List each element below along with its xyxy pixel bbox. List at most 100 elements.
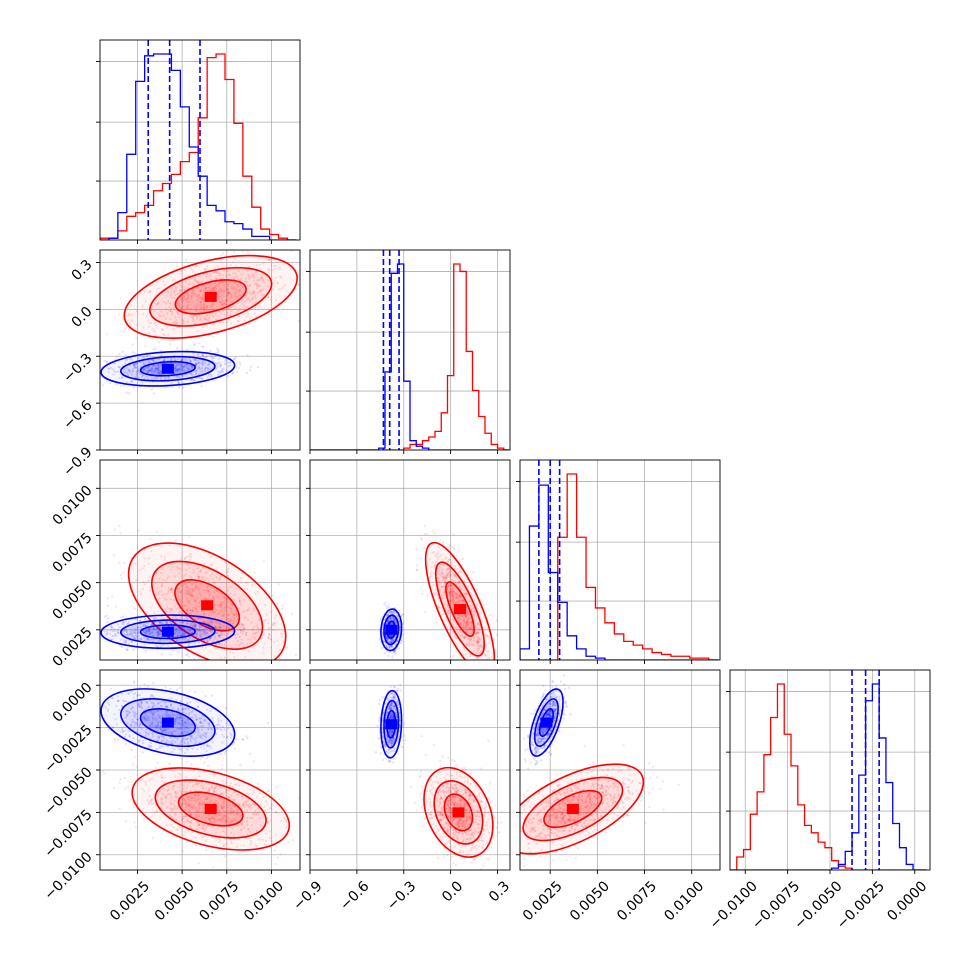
sample-point: [118, 376, 121, 380]
sample-point: [199, 582, 202, 585]
sample-point: [242, 598, 245, 601]
sample-point: [472, 606, 475, 610]
sample-point: [226, 288, 229, 291]
sample-point: [279, 648, 282, 652]
sample-point: [134, 634, 137, 637]
sample-point: [203, 302, 206, 306]
sample-point: [195, 309, 198, 312]
sample-point: [441, 568, 444, 571]
sample-point: [176, 292, 179, 295]
sample-point: [238, 628, 241, 631]
sample-point: [465, 578, 469, 581]
sample-point: [184, 557, 187, 560]
sample-point: [182, 297, 185, 300]
sample-point: [269, 611, 272, 614]
sample-point: [194, 586, 197, 589]
sample-point: [388, 646, 391, 650]
sample-point: [455, 592, 458, 595]
sample-point: [179, 629, 183, 632]
sample-point: [260, 288, 263, 291]
sample-point: [186, 293, 189, 297]
sample-point: [136, 631, 139, 634]
sample-point: [212, 620, 215, 623]
sample-point: [211, 287, 214, 290]
sample-point: [450, 560, 454, 563]
sample-point: [199, 623, 202, 626]
sample-point: [195, 844, 198, 847]
sample-point: [184, 286, 187, 289]
sample-point: [232, 371, 235, 374]
sample-point: [214, 267, 217, 270]
sample-point: [257, 628, 260, 631]
sample-point: [448, 543, 451, 546]
sample-point: [107, 367, 111, 370]
sample-point: [134, 637, 137, 640]
sample-point: [249, 293, 252, 296]
sample-point: [166, 312, 169, 315]
sample-point: [458, 584, 461, 588]
sample-point: [180, 359, 183, 362]
sample-point: [398, 609, 401, 612]
sample-point: [255, 796, 258, 799]
sample-point: [389, 634, 392, 637]
sample-point: [152, 392, 156, 395]
sample-point: [187, 798, 190, 801]
sample-point: [149, 538, 152, 541]
sample-point: [256, 291, 259, 294]
sample-point: [236, 284, 239, 287]
sample-point: [233, 798, 236, 802]
sample-point: [105, 633, 109, 636]
sample-point: [196, 329, 199, 332]
sample-point: [150, 321, 153, 324]
sample-point: [180, 306, 183, 309]
sample-point: [201, 353, 204, 356]
sample-point: [179, 610, 182, 613]
sample-point: [387, 618, 390, 621]
sample-point: [182, 295, 186, 298]
sample-point: [462, 617, 465, 620]
sample-point: [215, 589, 218, 592]
sample-point: [205, 356, 208, 359]
sample-point: [457, 581, 460, 584]
sample-point: [215, 277, 218, 280]
sample-point: [449, 584, 453, 587]
sample-point: [246, 270, 249, 273]
sample-point: [142, 580, 145, 583]
sample-point: [222, 252, 225, 255]
sample-point: [127, 319, 130, 322]
sample-point: [153, 321, 156, 325]
sample-point: [240, 814, 243, 817]
sample-point: [203, 830, 206, 833]
sample-point: [177, 358, 180, 361]
sample-point: [468, 599, 471, 603]
sample-point: [215, 663, 217, 665]
sample-point: [248, 290, 251, 293]
sample-point: [186, 305, 189, 308]
sample-point: [184, 359, 187, 362]
sample-point: [178, 363, 181, 366]
sample-point: [193, 571, 196, 574]
sample-point: [190, 372, 193, 375]
sample-point: [149, 369, 152, 372]
sample-point: [460, 634, 463, 637]
sample-point: [449, 596, 452, 600]
sample-point: [269, 298, 272, 301]
sample-point: [156, 631, 159, 634]
sample-point: [148, 631, 151, 634]
sample-point: [268, 636, 271, 639]
sample-point: [452, 590, 455, 593]
sample-point: [392, 617, 395, 621]
sample-point: [181, 374, 184, 377]
sample-point: [459, 580, 462, 584]
sample-point: [260, 276, 263, 280]
sample-point: [463, 592, 466, 595]
sample-point: [462, 599, 465, 602]
sample-point: [192, 636, 195, 640]
sample-point: [228, 291, 231, 294]
sample-point: [250, 635, 253, 638]
sample-point: [152, 627, 155, 630]
sample-point: [222, 637, 225, 640]
sample-point: [252, 646, 255, 650]
sample-point: [161, 621, 164, 625]
sample-point: [197, 862, 200, 865]
